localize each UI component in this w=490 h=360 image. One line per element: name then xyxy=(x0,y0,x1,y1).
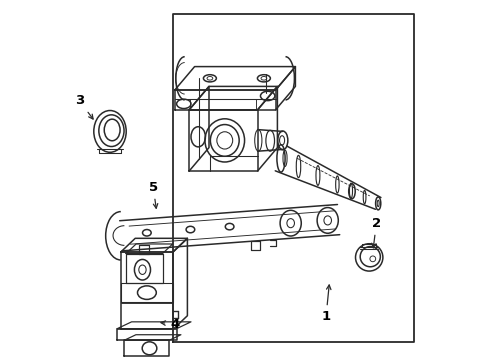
Text: 2: 2 xyxy=(371,217,381,248)
Text: 1: 1 xyxy=(321,285,331,323)
Text: 3: 3 xyxy=(75,94,93,119)
Text: 5: 5 xyxy=(148,181,158,208)
Text: 4: 4 xyxy=(161,318,179,330)
